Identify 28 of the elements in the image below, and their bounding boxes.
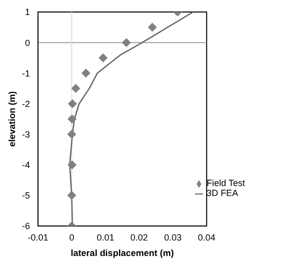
point bbox=[122, 38, 131, 48]
y-tick-label: -4 bbox=[22, 160, 30, 170]
y-tick-label: -5 bbox=[22, 190, 30, 201]
x-tick-label: 0.04 bbox=[198, 232, 216, 242]
point bbox=[148, 22, 157, 32]
y-axis-title: elevation (m) bbox=[7, 91, 18, 147]
y-tick-label: -3 bbox=[22, 129, 30, 140]
x-tick-label: 0.02 bbox=[130, 232, 148, 242]
y-tick-label: -1 bbox=[22, 68, 30, 78]
point bbox=[71, 84, 80, 93]
y-tick-label: -2 bbox=[22, 98, 30, 109]
y-tick-label: 1 bbox=[24, 7, 30, 18]
y-tick-label: -6 bbox=[22, 221, 30, 232]
x-tick-label: 0 bbox=[69, 232, 74, 242]
point bbox=[68, 160, 77, 170]
point bbox=[68, 99, 77, 108]
x-tick-label: 0.03 bbox=[164, 232, 182, 242]
legend-label: 3D FEA bbox=[206, 188, 238, 198]
x-tick-label: -0.01 bbox=[28, 232, 48, 242]
legend-label: Field Test bbox=[206, 178, 245, 188]
point bbox=[98, 53, 108, 62]
point bbox=[67, 130, 76, 139]
point bbox=[81, 68, 90, 78]
x-axis-title: lateral displacement (m) bbox=[70, 248, 174, 258]
x-tick-label: 0.01 bbox=[96, 232, 114, 242]
point bbox=[68, 114, 77, 124]
point bbox=[67, 190, 76, 200]
y-tick-label: 0 bbox=[24, 38, 30, 48]
